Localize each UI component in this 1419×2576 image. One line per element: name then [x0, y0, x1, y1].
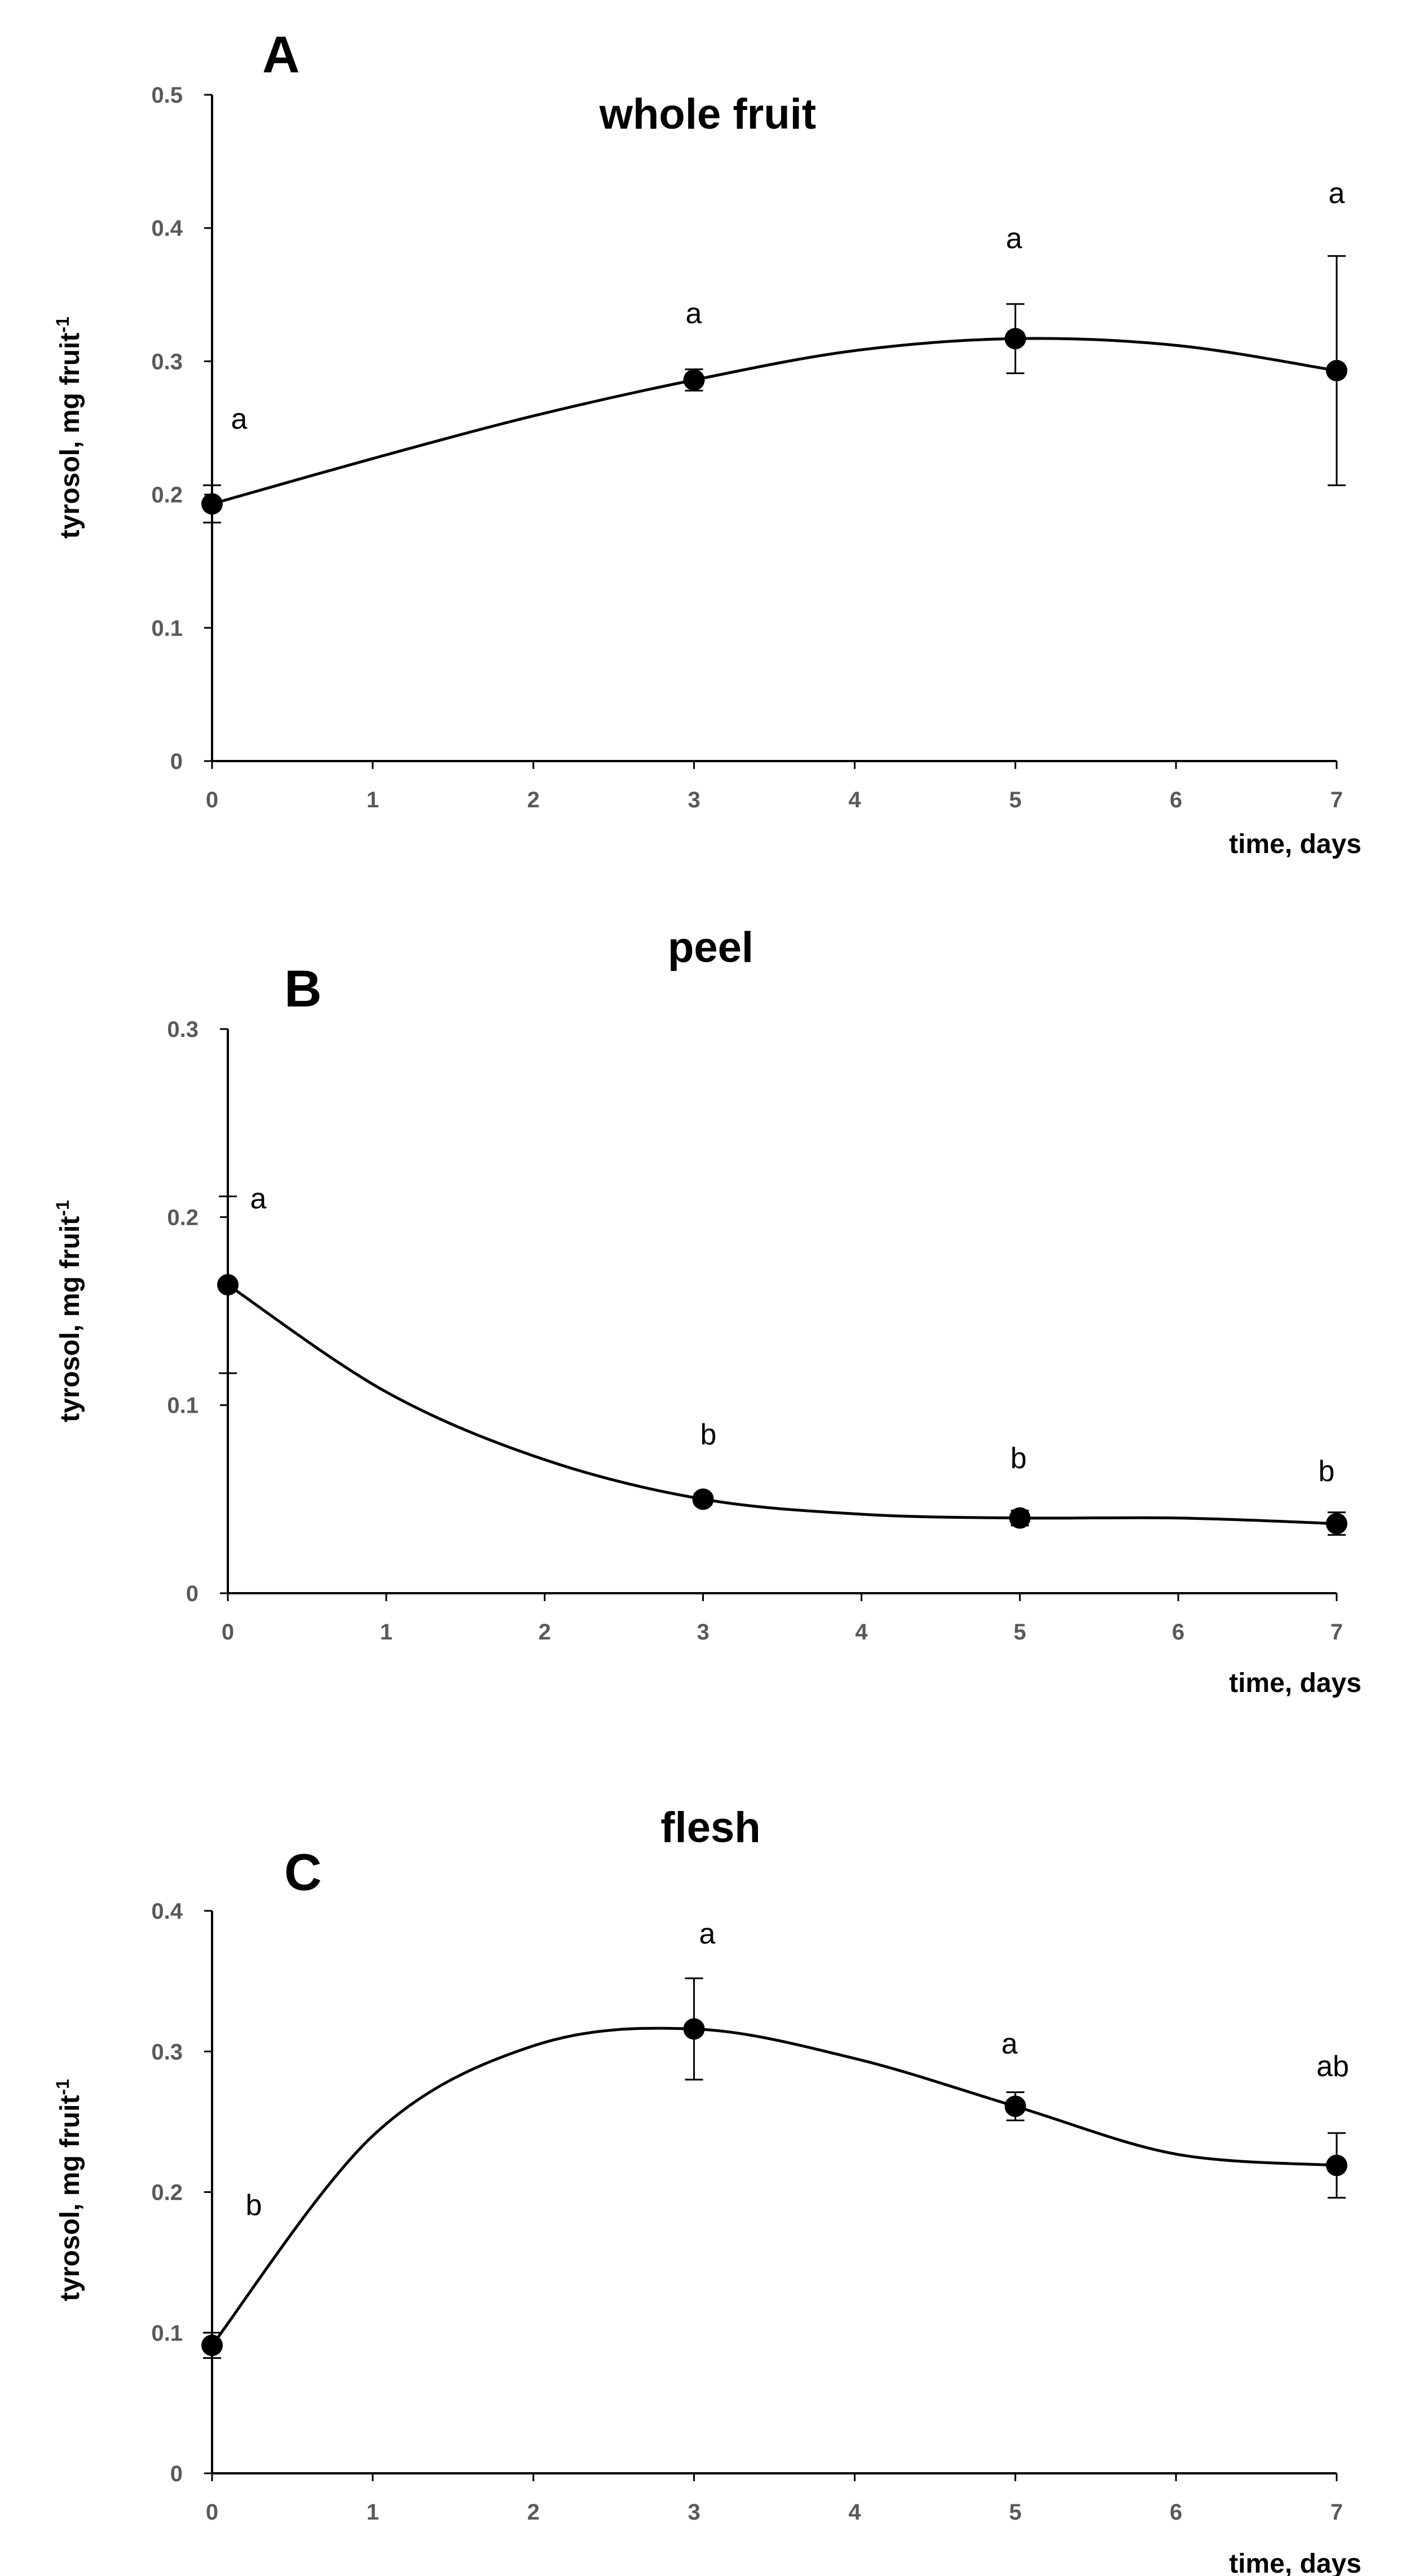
chart-a-title: whole fruit: [599, 90, 816, 138]
chart-b-title: peel: [668, 924, 753, 972]
chart-a-y-tick-label: 0.2: [151, 483, 183, 508]
chart-c-x-tick-label: 0: [206, 2500, 218, 2525]
chart-c-x-tick-label: 4: [848, 2500, 861, 2525]
chart-b-x-tick-label: 5: [1013, 1620, 1026, 1645]
chart-a-y-tick-label: 0.3: [151, 349, 183, 374]
chart-a-panel-letter: A: [262, 26, 299, 83]
chart-c-data-point: [684, 2018, 705, 2039]
chart-b-data-point: [217, 1274, 239, 1295]
chart-b-y-tick-label: 0.3: [167, 1017, 199, 1042]
chart-b-data-point: [1326, 1513, 1347, 1535]
chart-b-x-axis-title: time, days: [1229, 1668, 1361, 1698]
chart-a-x-axis-title: time, days: [1229, 829, 1361, 859]
chart-c-significance-label: a: [699, 1918, 716, 1950]
chart-a-significance-label: a: [231, 403, 248, 436]
chart-b-x-tick-label: 7: [1330, 1620, 1343, 1645]
chart-c-significance-label: a: [1002, 2028, 1018, 2060]
chart-c-y-tick-label: 0.1: [151, 2321, 183, 2346]
chart-c-data-point: [1326, 2155, 1347, 2176]
chart-c-significance-label: ab: [1316, 2050, 1349, 2083]
chart-a-x-tick-label: 7: [1330, 788, 1343, 812]
chart-b-data-point: [1009, 1507, 1030, 1529]
chart-c-data-point: [201, 2335, 223, 2356]
chart-a-data-point: [684, 369, 705, 390]
figure: 0 1 2 3 4 5 6 7 0 0.1 0.2 0.3 0.4 0.5 Awhole fruit time…: [0, 0, 1419, 2576]
chart-c-x-tick-label: 5: [1009, 2500, 1021, 2525]
chart-c-y-axis-title: tyrosol, mg fruit-1: [52, 2079, 85, 2301]
chart-b-fit-curve: [228, 1285, 1337, 1523]
chart-a-x-tick-label: 0: [206, 788, 218, 812]
chart-b-significance-label: b: [700, 1418, 717, 1451]
chart-b-y-tick-label: 0: [186, 1581, 199, 1606]
chart-c-title: flesh: [660, 1804, 760, 1852]
chart-c-x-tick-label: 6: [1170, 2500, 1182, 2525]
chart-b-x-tick-label: 0: [222, 1620, 234, 1645]
chart-b-y-tick-label: 0.1: [167, 1393, 199, 1418]
chart-c-fit-curve: [212, 2028, 1337, 2345]
chart-b-panel-letter: B: [284, 960, 321, 1018]
chart-b-y-axis-title: tyrosol, mg fruit-1: [52, 1200, 85, 1422]
chart-a-x-tick-label: 5: [1009, 788, 1021, 812]
chart-a-x-tick-label: 3: [688, 788, 700, 812]
chart-b-x-tick-label: 6: [1172, 1620, 1184, 1645]
chart-b-significance-label: a: [250, 1183, 267, 1215]
chart-a-data-point: [201, 493, 223, 515]
chart-c-data-point: [1004, 2095, 1026, 2117]
chart-c-x-tick-label: 1: [367, 2500, 379, 2525]
chart-b-x-tick-label: 4: [855, 1620, 868, 1645]
chart-a-x-tick-label: 4: [848, 788, 861, 812]
chart-b-data-point: [693, 1488, 714, 1510]
chart-a-significance-label: a: [1006, 222, 1023, 255]
chart-b-significance-label: b: [1011, 1442, 1027, 1475]
chart-b-x-tick-label: 1: [380, 1620, 393, 1645]
chart-c-significance-label: b: [246, 2189, 262, 2222]
chart-a-x-tick-label: 1: [367, 788, 379, 812]
chart-a-y-tick-label: 0.5: [151, 83, 183, 108]
chart-c-x-tick-label: 7: [1330, 2500, 1343, 2525]
chart-c-y-tick-label: 0: [170, 2461, 183, 2486]
chart-b-y-tick-label: 0.2: [167, 1205, 199, 1230]
chart-c-x-axis-title: time, days: [1229, 2549, 1361, 2576]
chart-c-panel-letter: C: [284, 1844, 321, 1901]
chart-c-x-tick-label: 3: [688, 2500, 700, 2525]
chart-b-x-tick-label: 3: [697, 1620, 709, 1645]
chart-c-y-tick-label: 0.2: [151, 2181, 183, 2205]
chart-a-data-point: [1326, 360, 1347, 381]
chart-a-data-point: [1004, 328, 1026, 349]
chart-b-x-tick-label: 2: [539, 1620, 551, 1645]
chart-a-y-axis-title: tyrosol, mg fruit-1: [52, 316, 85, 539]
chart-a-significance-label: a: [686, 297, 702, 330]
chart-a-y-tick-label: 0.4: [151, 216, 183, 241]
chart-c-x-tick-label: 2: [527, 2500, 540, 2525]
chart-a-significance-label: a: [1329, 177, 1345, 210]
chart-a-y-tick-label: 0: [170, 749, 183, 774]
chart-a-fit-curve: [212, 339, 1337, 504]
chart-a-x-tick-label: 6: [1170, 788, 1182, 812]
chart-a-x-tick-label: 2: [527, 788, 540, 812]
chart-a-y-tick-label: 0.1: [151, 616, 183, 641]
chart-c-y-tick-label: 0.3: [151, 2039, 183, 2064]
chart-c-y-tick-label: 0.4: [151, 1899, 183, 1924]
chart-b-significance-label: b: [1319, 1455, 1335, 1488]
